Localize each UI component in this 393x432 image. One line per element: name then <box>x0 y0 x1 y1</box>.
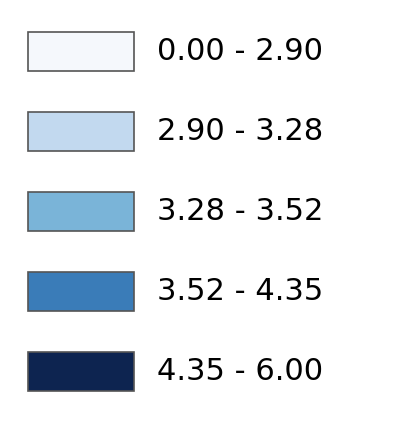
Bar <box>28 112 134 151</box>
Text: 3.28 - 3.52: 3.28 - 3.52 <box>157 197 323 226</box>
Bar <box>28 32 134 71</box>
Bar <box>28 192 134 231</box>
Bar <box>28 272 134 311</box>
Text: 2.90 - 3.28: 2.90 - 3.28 <box>157 117 323 146</box>
Text: 0.00 - 2.90: 0.00 - 2.90 <box>157 37 323 67</box>
Bar <box>28 352 134 391</box>
Text: 3.52 - 4.35: 3.52 - 4.35 <box>157 277 323 306</box>
Text: 4.35 - 6.00: 4.35 - 6.00 <box>157 357 323 386</box>
